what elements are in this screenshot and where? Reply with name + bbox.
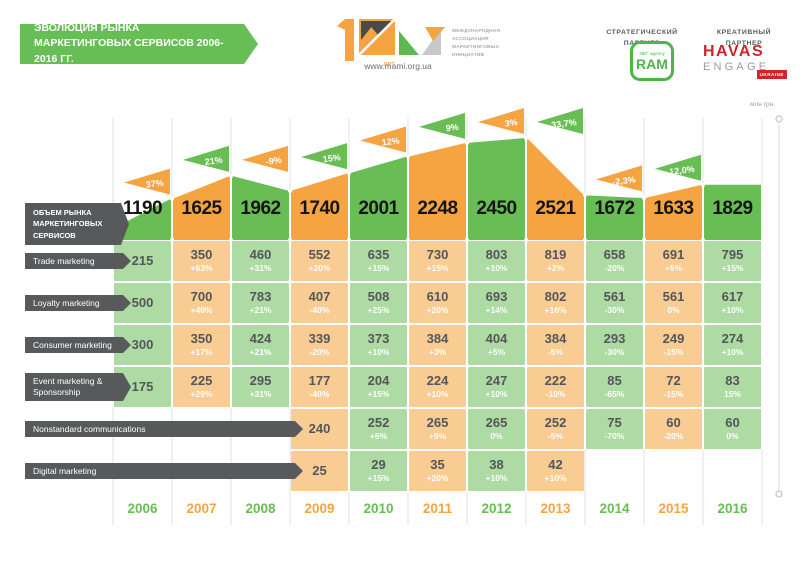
row-label-nonstandard-communications: Nonstandard communications	[25, 421, 303, 437]
market-volume-area	[232, 175, 289, 240]
association-name-line: МАРКЕТИНГОВЫХ	[452, 45, 499, 51]
market-volume-area	[173, 175, 230, 240]
market-volume-area	[586, 195, 643, 240]
mami-logo: лет	[337, 16, 449, 79]
ram-logo: 360° agency RAM	[630, 41, 674, 81]
growth-flag-label: -2,3%	[612, 174, 637, 187]
market-volume-area	[350, 156, 407, 240]
growth-flag-label: 37%	[145, 178, 164, 190]
website-url: www.mami.org.ua	[364, 61, 432, 71]
growth-flag	[478, 108, 524, 135]
row-label-total: ОБЪЕМ РЫНКА МАРКЕТИНГОВЫХ СЕРВИСОВ	[25, 203, 129, 245]
row-label-loyalty-marketing: Loyalty marketing	[25, 295, 131, 311]
market-volume-area	[291, 173, 348, 240]
havas-engage: ENGAGE	[703, 60, 770, 73]
association-name-line: ИНИЦИАТИВ	[452, 53, 485, 59]
growth-flag-label: 21%	[204, 155, 223, 167]
growth-flag	[183, 145, 229, 172]
growth-flag	[242, 145, 288, 172]
havas-name: HAVAS	[703, 43, 765, 60]
axis-unit-label: млн грн.	[750, 101, 776, 108]
growth-flag	[537, 108, 583, 135]
growth-flag	[596, 165, 642, 192]
row-label-consumer-marketing: Consumer marketing	[25, 337, 131, 353]
page-title: ЭВОЛЮЦИЯ РЫНКА МАРКЕТИНГОВЫХ СЕРВИСОВ 20…	[20, 24, 258, 64]
ram-name: RAM	[636, 56, 668, 73]
market-volume-area	[645, 184, 702, 240]
growth-flag-label: -9%	[265, 155, 282, 167]
growth-flag-label: 15%	[322, 152, 341, 164]
logo-orange-triangle	[425, 27, 445, 41]
association-name-line: АССОЦИАЦИЯ	[452, 37, 489, 43]
market-volume-area	[409, 142, 466, 240]
mami-logo-graphic: лет	[337, 18, 445, 68]
row-label-digital-marketing: Digital marketing	[25, 463, 303, 479]
logo-digit-one	[337, 19, 345, 30]
creative-partner-label: КРЕАТИВНЫЙ ПАРТНЕР	[716, 29, 772, 47]
association-name-line: МЕЖДУНАРОДНАЯ	[452, 29, 501, 34]
growth-flag-label: 3%	[504, 117, 518, 129]
market-volume-area	[704, 184, 761, 240]
axis-marker-top	[775, 115, 783, 123]
growth-flag-label: 9%	[445, 122, 459, 134]
growth-flag-label: 12,0%	[669, 164, 696, 177]
growth-flag	[360, 126, 406, 153]
havas-logo: HAVAS ENGAGE UKRAINE	[703, 43, 789, 79]
growth-flag	[124, 168, 170, 195]
row-label-trade-marketing: Trade marketing	[25, 253, 131, 269]
logo-years-word: лет	[383, 59, 395, 68]
ram-tagline: 360° agency	[639, 50, 665, 56]
growth-flag	[419, 112, 465, 139]
market-volume-area	[114, 198, 171, 240]
growth-flag-label: 12%	[381, 136, 400, 148]
growth-flag	[655, 154, 701, 181]
growth-flag	[301, 143, 347, 170]
growth-flag-label: -33,7%	[548, 117, 578, 130]
logo-green-triangle	[399, 31, 419, 55]
logo-m-triangle-right	[366, 21, 393, 36]
logo-digit-one-stem	[345, 19, 354, 61]
market-volume-area	[527, 138, 584, 240]
logo-diagonal	[358, 18, 396, 56]
association-name: МЕЖДУНАРОДНАЯ АССОЦИАЦИЯ МАРКЕТИНГОВЫХ И…	[452, 28, 522, 61]
row-label-event-marketing: Event marketing & Sponsorship	[25, 373, 131, 401]
market-volume-area	[468, 138, 525, 240]
havas-ukraine-badge: UKRAINE	[756, 70, 787, 79]
axis-marker-bottom	[775, 490, 783, 498]
